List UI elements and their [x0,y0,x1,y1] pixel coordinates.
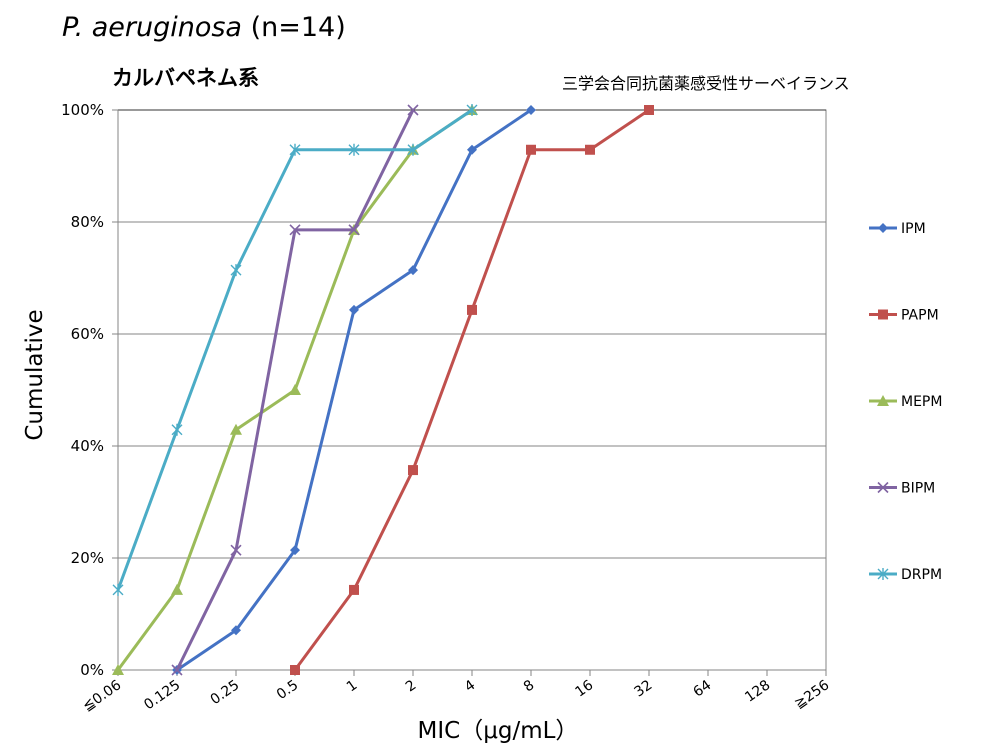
legend-label: IPM [901,221,926,237]
x-marker [230,544,242,556]
star-marker [289,143,301,156]
star-marker [348,143,360,156]
square-marker [408,465,418,476]
species-name: P. aeruginosa [62,12,242,43]
source-label: 三学会合同抗菌薬感受性サーベイランス [562,74,850,93]
x-tick-label: 32 [632,677,656,700]
diamond-marker [231,625,241,636]
diamond-marker [349,304,359,315]
x-marker [877,481,889,494]
x-tick-label: 4 [462,677,479,695]
series-drpm [112,104,478,596]
star-marker [466,104,478,116]
legend-label: MEPM [901,394,942,410]
y-tick-labels: 0% 20% 40% 60% 80% 100% [61,101,104,679]
legend-item-mepm: MEPM [869,394,942,410]
legend-item-papm: PAPM [869,308,939,324]
triangle-marker [171,583,183,595]
triangle-marker [289,384,301,395]
square-marker [644,105,654,115]
star-marker [171,423,183,436]
series-papm [290,105,654,675]
x-tick-label: 8 [521,677,537,695]
legend-label: BIPM [901,481,935,497]
y-axis-title: Cumulative [22,309,48,440]
x-tick-label: 16 [573,677,597,700]
x-tick-label: 2 [403,677,419,695]
legend-item-bipm: BIPM [869,481,935,497]
y-tick-label: 60% [71,325,104,343]
x-marker [289,224,301,236]
x-tick-label: 64 [691,677,715,700]
square-marker [585,144,595,155]
square-marker [878,309,888,320]
star-marker [112,583,124,596]
star-marker [877,568,889,580]
y-tick-label: 0% [80,661,104,679]
legend-label: PAPM [901,308,939,324]
x-tick-label: ≦0.06 [80,677,124,715]
diamond-marker [526,105,536,115]
x-tick-label: 0.5 [274,677,301,703]
legend-item-drpm: DRPM [869,567,942,583]
x-marker [348,224,360,236]
y-tick-label: 100% [61,101,104,119]
square-marker [467,304,477,315]
star-marker [407,143,419,156]
drug-class-label: カルバペネム系 [112,66,259,90]
diamond-marker [408,265,418,276]
y-tick-label: 20% [71,549,104,567]
grid-lines [118,221,826,559]
plot-area [117,109,827,671]
triangle-marker [230,423,242,435]
diamond-marker [290,545,300,556]
triangle-marker [877,395,889,406]
y-tick-label: 40% [71,437,104,455]
x-tick-label: 0.125 [141,677,183,713]
legend: IPM PAPM MEPM BIPM DRPM [869,221,942,583]
triangle-marker [112,664,124,675]
y-tick-label: 80% [71,213,104,231]
legend-item-ipm: IPM [869,221,926,237]
x-tick-label: 1 [344,677,360,695]
slide-title: P. aeruginosa (n=14) [62,12,346,43]
x-tick-label: ≧256 [792,677,833,712]
legend-label: DRPM [901,567,942,583]
square-marker [290,665,300,675]
series-group [112,104,654,676]
x-marker [407,104,419,116]
diamond-marker [878,223,888,233]
x-tick-labels: ≦0.06 0.125 0.25 0.5 1 2 4 8 16 32 64 128 ≧256 [80,677,832,715]
square-marker [349,584,359,595]
x-marker [171,664,183,676]
series-bipm [171,104,419,676]
x-tick-label: 0.25 [208,677,243,708]
x-axis-title: MIC（μg/mL） [418,718,579,744]
sample-count: (n=14) [241,12,346,43]
star-marker [230,264,242,277]
square-marker [526,144,536,155]
x-tick-label: 128 [742,677,773,705]
diamond-marker [467,144,477,155]
